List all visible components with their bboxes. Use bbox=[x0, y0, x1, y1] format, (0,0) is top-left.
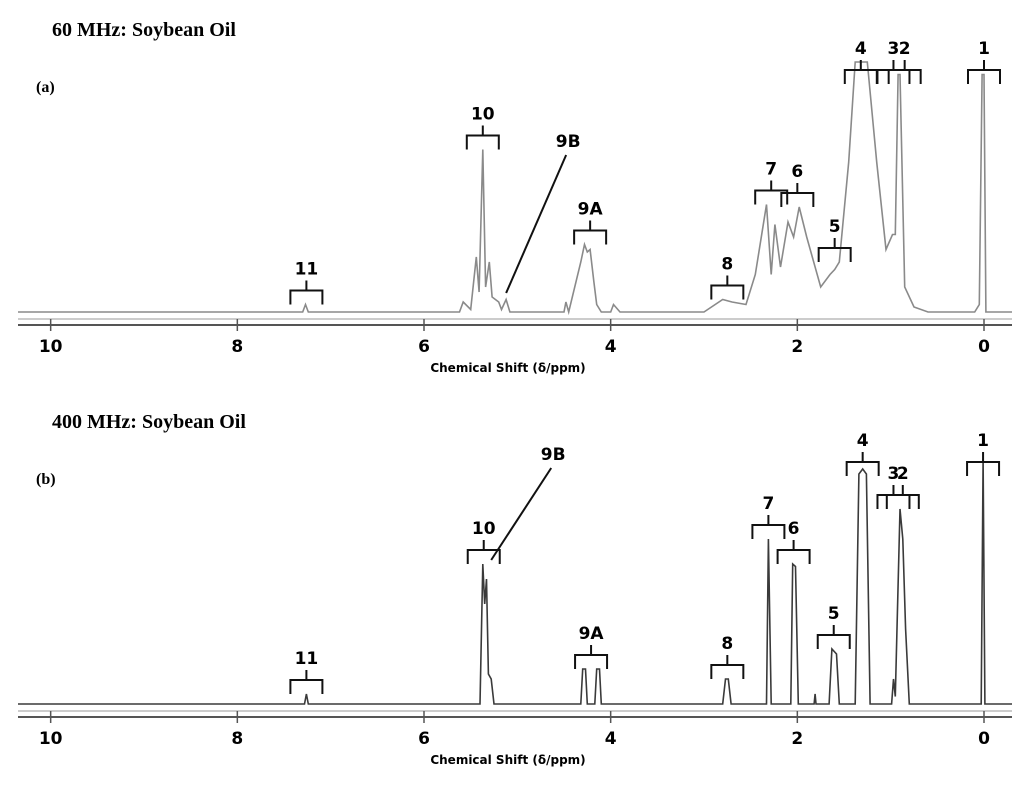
annotation-label: 3 bbox=[888, 39, 900, 59]
x-tick-label: 0 bbox=[978, 337, 990, 357]
bracket bbox=[289, 280, 324, 305]
peak-annotation: 1 bbox=[967, 39, 1001, 84]
x-tick-label: 6 bbox=[418, 729, 430, 749]
peak-annotation: 11 bbox=[289, 649, 324, 694]
x-tick-label: 8 bbox=[231, 337, 243, 357]
bracket bbox=[754, 180, 789, 205]
bracket bbox=[843, 60, 878, 84]
x-tick-label: 8 bbox=[231, 729, 243, 749]
annotation-label: 7 bbox=[765, 160, 777, 180]
bracket bbox=[845, 452, 880, 476]
annotation-label: 10 bbox=[471, 105, 495, 125]
x-axis-label: Chemical Shift (δ/ppm) bbox=[430, 361, 585, 375]
annotation-label: 4 bbox=[857, 431, 869, 451]
peak-annotation: 9B bbox=[505, 132, 581, 294]
x-tick-label: 10 bbox=[39, 729, 63, 749]
peak-annotation: 4 bbox=[845, 431, 880, 476]
bracket bbox=[876, 485, 911, 509]
annotation-label: 8 bbox=[721, 255, 733, 275]
annotation-label: 4 bbox=[855, 39, 867, 59]
annotation-label: 6 bbox=[791, 162, 803, 182]
annotation-label: 11 bbox=[295, 260, 319, 280]
annotation-label: 7 bbox=[762, 494, 774, 514]
bracket bbox=[573, 220, 608, 245]
annotation-label: 9B bbox=[556, 132, 581, 152]
annotation-label: 1 bbox=[977, 431, 989, 451]
bracket bbox=[887, 60, 922, 84]
bracket bbox=[289, 670, 324, 694]
spectrum bbox=[18, 61, 1012, 316]
bracket bbox=[885, 485, 920, 509]
peak-annotation: 4 bbox=[843, 39, 878, 84]
peak-annotation: 9A bbox=[574, 624, 609, 669]
bracket bbox=[710, 655, 745, 679]
bracket bbox=[710, 275, 745, 300]
annotation-label: 1 bbox=[978, 39, 990, 59]
peak-annotation: 6 bbox=[776, 519, 811, 564]
peak-annotation: 2 bbox=[887, 39, 922, 84]
x-tick-label: 2 bbox=[791, 729, 803, 749]
annotation-label: 6 bbox=[788, 519, 800, 539]
annotation-label: 5 bbox=[829, 217, 841, 237]
bracket bbox=[465, 125, 500, 150]
annotation-label: 3 bbox=[888, 464, 900, 484]
annotation-label: 8 bbox=[721, 634, 733, 654]
annotation-label: 2 bbox=[899, 39, 911, 59]
panel-label: (a) bbox=[36, 79, 55, 96]
peak-annotation: 5 bbox=[816, 604, 851, 649]
bracket bbox=[967, 60, 1001, 84]
peak-annotation: 7 bbox=[751, 494, 786, 539]
annotation-label: 9A bbox=[578, 200, 604, 220]
peak-annotation: 10 bbox=[466, 519, 501, 564]
annotation-label: 9A bbox=[579, 624, 605, 644]
spectrum bbox=[18, 458, 1012, 705]
bracket bbox=[574, 645, 609, 669]
leader-line bbox=[505, 154, 568, 294]
annotation-label: 10 bbox=[472, 519, 496, 539]
peak-annotation: 9A bbox=[573, 200, 608, 245]
annotation-label: 11 bbox=[295, 649, 319, 669]
bracket bbox=[817, 238, 852, 262]
peak-annotation: 1 bbox=[966, 431, 1001, 476]
annotation-label: 2 bbox=[897, 464, 909, 484]
x-tick-label: 2 bbox=[791, 337, 803, 357]
panel-title: 60 MHz: Soybean Oil bbox=[52, 19, 236, 41]
x-axis-label: Chemical Shift (δ/ppm) bbox=[430, 753, 585, 767]
peak-annotation: 10 bbox=[465, 105, 500, 150]
annotation-label: 9B bbox=[541, 445, 566, 465]
x-tick-label: 6 bbox=[418, 337, 430, 357]
x-tick-label: 4 bbox=[605, 729, 617, 749]
panel-title: 400 MHz: Soybean Oil bbox=[52, 411, 246, 433]
annotation-label: 5 bbox=[828, 604, 840, 624]
bracket bbox=[751, 515, 786, 539]
x-tick-label: 0 bbox=[978, 729, 990, 749]
bracket bbox=[776, 540, 811, 564]
bracket bbox=[966, 452, 1001, 476]
x-tick-label: 10 bbox=[39, 337, 63, 357]
peak-annotation: 7 bbox=[754, 160, 789, 205]
x-tick-label: 4 bbox=[605, 337, 617, 357]
peak-annotation: 5 bbox=[817, 217, 852, 262]
bracket bbox=[816, 625, 851, 649]
peak-annotation: 6 bbox=[780, 162, 815, 207]
peak-annotation: 8 bbox=[710, 255, 745, 300]
panel-label: (b) bbox=[36, 471, 56, 488]
bracket bbox=[780, 183, 815, 207]
peak-annotation: 11 bbox=[289, 260, 324, 305]
peak-annotation: 8 bbox=[710, 634, 745, 679]
peak-annotation: 2 bbox=[885, 464, 920, 509]
leader-line bbox=[490, 467, 553, 561]
peak-annotation: 9B bbox=[490, 445, 566, 561]
bracket bbox=[466, 540, 501, 564]
